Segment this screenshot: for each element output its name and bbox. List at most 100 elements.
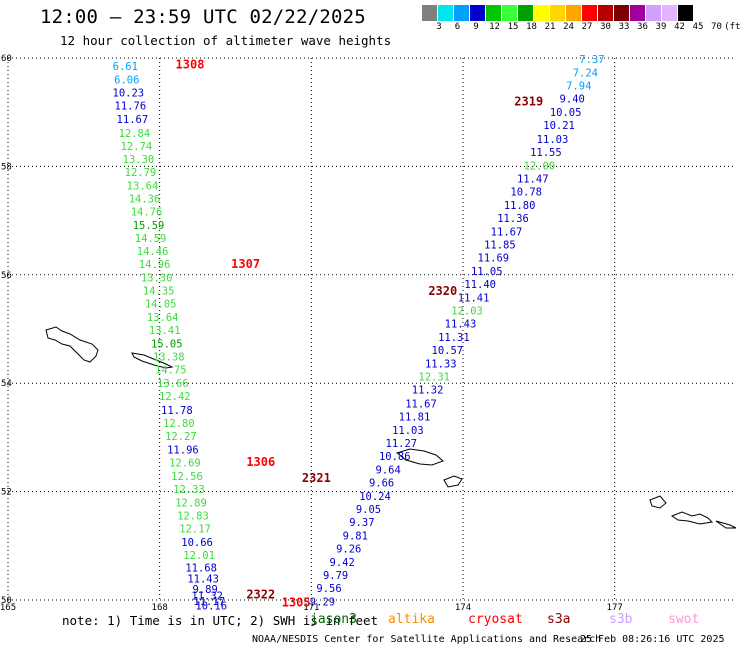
swh-value-s3a: 11.03	[392, 425, 424, 437]
lat-tick-label: 56	[1, 271, 12, 281]
swh-value-cryosat: 12.69	[169, 457, 201, 469]
color-scale-label: 39	[655, 22, 667, 32]
island-kiska	[649, 495, 667, 509]
satellite-pass-labels: 1308 1307 1306 1305 2319 2320 2321 2322	[176, 58, 544, 610]
swh-value-s3a: 7.37	[579, 54, 604, 66]
island-small-west	[131, 352, 174, 369]
legend-item-swot: swot	[668, 612, 700, 627]
swh-value-cryosat: 6.61	[113, 61, 138, 73]
lat-tick-label: 54	[1, 379, 12, 389]
axis-tick-labels: 165 168 171 174 177 50 52 54 56 58 60	[0, 54, 623, 613]
pass-label-s3a: 2320	[428, 284, 457, 298]
swh-value-s3a: 11.41	[458, 293, 490, 305]
swh-value-cryosat: 15.59	[133, 220, 165, 232]
color-swatch	[550, 5, 566, 21]
swh-value-cryosat: 13.66	[157, 378, 189, 390]
swh-value-s3a: 9.37	[349, 517, 374, 529]
legend-item-s3b: s3b	[609, 612, 633, 627]
swh-value-cryosat: 12.27	[165, 431, 197, 443]
pass-label-s3a: 2321	[302, 471, 331, 485]
lon-tick-label: 177	[607, 603, 623, 613]
legend-item-cryosat: cryosat	[468, 612, 523, 627]
color-swatch	[518, 5, 534, 21]
color-scale-label: 45	[692, 22, 704, 32]
footer-note: note: 1) Time is in UTC; 2) SWH is in fe…	[62, 613, 379, 628]
swh-value-s3a: 11.27	[386, 438, 418, 450]
swh-value-s3a: 11.43	[445, 319, 477, 331]
color-swatch	[630, 5, 646, 21]
swh-value-s3a: 10.05	[550, 107, 582, 119]
swh-value-cryosat: 11.78	[161, 405, 193, 417]
lat-tick-label: 58	[1, 162, 12, 172]
swh-value-cryosat: 14.46	[137, 246, 169, 258]
swh-value-s3a: 9.29	[310, 597, 335, 609]
color-swatch	[422, 5, 438, 21]
lon-tick-label: 171	[303, 603, 319, 613]
color-swatch	[502, 5, 518, 21]
swh-value-cryosat: 10.16	[195, 600, 227, 612]
color-scale-label: 18	[526, 22, 537, 32]
color-swatch	[534, 5, 550, 21]
generation-timestamp: 25 Feb 08:26:16 UTC 2025	[580, 634, 725, 645]
swh-value-s3a: 10.78	[510, 186, 542, 198]
island-rat-chain	[670, 511, 714, 525]
swh-value-s3a: 12.31	[418, 372, 450, 384]
swh-value-s3a: 11.33	[425, 359, 457, 371]
swh-value-s3a: 11.40	[464, 279, 496, 291]
swh-value-s3a: 9.05	[356, 504, 381, 516]
color-scale-label: 9	[473, 22, 479, 32]
swh-value-cryosat: 14.05	[145, 299, 177, 311]
color-swatch	[566, 5, 582, 21]
lat-tick-label: 52	[1, 488, 12, 498]
swh-value-s3a: 11.81	[399, 411, 431, 423]
legend-item-jason3: jason3	[310, 612, 357, 627]
swh-value-s3a: 10.24	[359, 491, 391, 503]
color-scale-label: 70	[711, 22, 722, 32]
color-swatch	[470, 5, 486, 21]
swh-value-s3a: 9.64	[376, 464, 401, 476]
swh-value-cryosat: 12.33	[173, 484, 205, 496]
swh-value-cryosat: 11.96	[167, 444, 199, 456]
swh-value-cryosat: 13.38	[153, 352, 185, 364]
pass-label-cryosat: 1307	[231, 257, 260, 271]
swh-value-s3a: 7.24	[573, 68, 598, 80]
island-attu	[395, 448, 444, 466]
lat-tick-label: 60	[1, 54, 12, 64]
lon-tick-label: 165	[0, 603, 16, 613]
swh-value-cryosat: 12.17	[179, 523, 211, 535]
swh-value-s3a: 9.56	[316, 583, 341, 595]
chart-subtitle: 12 hour collection of altimeter wave hei…	[60, 33, 392, 48]
swh-value-cryosat: 12.79	[125, 167, 157, 179]
color-scale-label: 12	[489, 22, 500, 32]
swh-value-cryosat: 14.76	[131, 206, 163, 218]
swh-value-s3a: 11.47	[517, 173, 549, 185]
swh-value-cryosat: 9.89	[193, 584, 218, 596]
swh-value-cryosat: 12.56	[171, 471, 203, 483]
swh-value-s3a: 10.86	[379, 451, 411, 463]
swh-value-s3a: 9.66	[369, 477, 394, 489]
swh-value-s3a: 9.42	[330, 557, 355, 569]
color-swatch	[486, 5, 502, 21]
color-scale-label: 36	[637, 22, 648, 32]
swh-value-cryosat: 11.17	[193, 596, 225, 608]
pass-label-cryosat: 1305	[282, 596, 311, 610]
swh-value-cryosat: 14.35	[143, 286, 175, 298]
lon-tick-label: 168	[152, 603, 168, 613]
swh-value-s3a: 12.00	[524, 160, 556, 172]
coastlines	[45, 326, 737, 529]
swh-value-s3a: 11.05	[471, 266, 503, 278]
swh-value-s3a: 11.67	[491, 226, 523, 238]
color-scale-bar	[422, 5, 694, 21]
color-scale-label: (ft)	[724, 22, 740, 32]
swh-value-cryosat: 12.83	[177, 510, 209, 522]
swh-value-cryosat: 11.32	[191, 591, 223, 603]
swh-value-cryosat: 10.23	[113, 88, 145, 100]
color-scale-label: 33	[618, 22, 630, 32]
swh-value-cryosat: 11.76	[115, 101, 147, 113]
swh-value-s3a: 11.55	[530, 147, 562, 159]
swh-value-s3a: 11.03	[537, 134, 569, 146]
swh-value-s3a: 11.36	[497, 213, 529, 225]
chart-title: 12:00 – 23:59 UTC 02/22/2025	[40, 6, 366, 28]
